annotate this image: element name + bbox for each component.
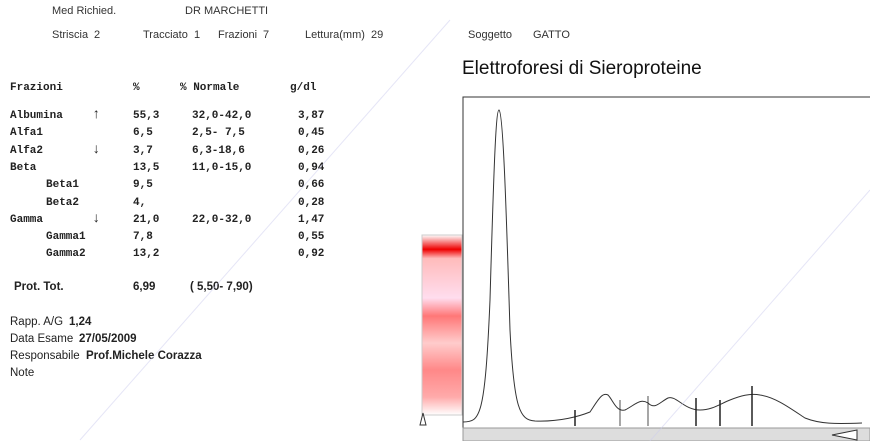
- fraction-dividers: [575, 386, 752, 426]
- page: {"header": {"clinic": "Med Richied.", "d…: [0, 0, 870, 441]
- gel-strip: [422, 235, 462, 415]
- baseline-bar: [463, 428, 870, 441]
- electropherogram: [0, 0, 870, 441]
- watermark: [80, 20, 870, 441]
- plot-frame: [463, 97, 870, 429]
